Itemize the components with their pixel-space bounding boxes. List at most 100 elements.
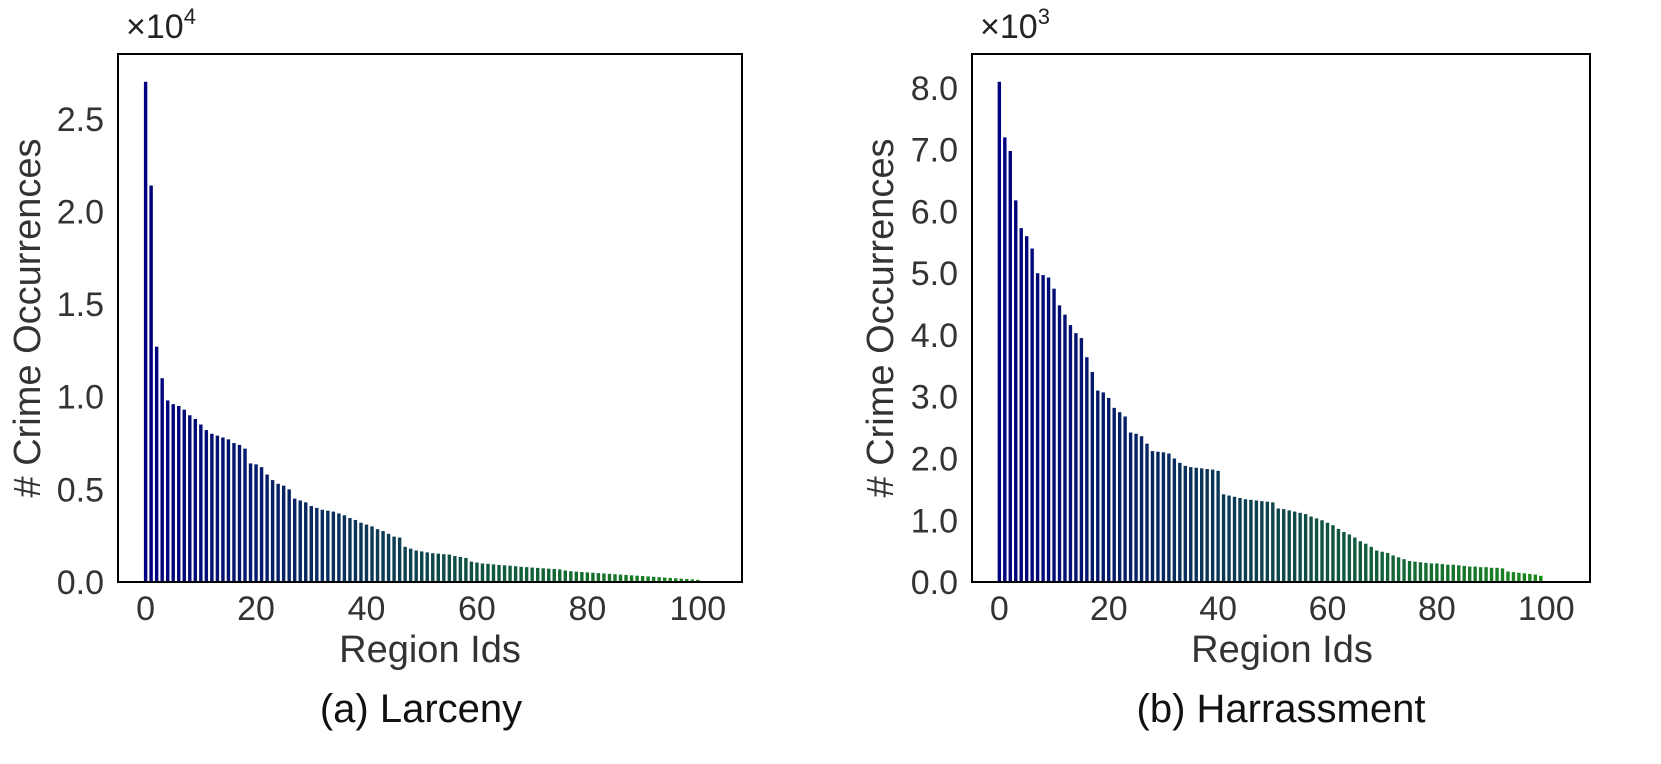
harrassment-bar <box>1194 467 1198 582</box>
harrassment-bar <box>1085 357 1089 582</box>
harrassment-bar <box>1090 372 1095 582</box>
larceny-bar <box>635 575 639 582</box>
harrassment-bar <box>1402 559 1406 582</box>
larceny-bar <box>210 433 214 582</box>
harrassment-x-tick-label: 80 <box>1418 590 1456 628</box>
harrassment-x-tick-label: 0 <box>990 590 1009 628</box>
harrassment-y-tick-label: 4.0 <box>911 317 958 355</box>
larceny-bar <box>364 524 369 582</box>
harrassment-x-tick-label: 100 <box>1518 590 1575 628</box>
larceny-bar <box>513 566 518 582</box>
larceny-bar <box>304 502 308 582</box>
harrassment-bar <box>1418 562 1423 582</box>
harrassment-bar <box>1495 567 1499 582</box>
larceny-bar <box>386 533 391 582</box>
harrassment-bar <box>1068 325 1073 582</box>
larceny-bar <box>243 448 247 582</box>
harrassment-bar <box>1478 567 1483 582</box>
harrassment-bar <box>1003 137 1007 582</box>
larceny-bar <box>370 526 374 582</box>
harrassment-bar <box>1314 518 1319 582</box>
harrassment-bar <box>1079 338 1084 582</box>
larceny-bar <box>613 574 617 582</box>
harrassment-bar <box>1353 537 1357 582</box>
harrassment-bar <box>1167 453 1171 582</box>
larceny-bar <box>287 489 291 582</box>
harrassment-multiplier: ×103 <box>980 4 1050 46</box>
larceny-y-axis-label: # Crime Occurrences <box>7 139 49 498</box>
larceny-bar <box>359 522 363 582</box>
larceny-bar <box>547 568 551 582</box>
harrassment-bar <box>1287 510 1291 582</box>
larceny-bar <box>320 509 325 582</box>
larceny-bar <box>160 378 164 582</box>
larceny-bar <box>624 574 628 582</box>
larceny-bar <box>232 443 236 582</box>
larceny-bar <box>270 480 275 582</box>
larceny-bar <box>668 577 672 582</box>
harrassment-bar <box>1429 563 1434 582</box>
harrassment-bar <box>1134 433 1138 582</box>
harrassment-bar <box>1336 528 1341 582</box>
harrassment-bar <box>1014 200 1018 582</box>
harrassment-y-tick-label: 6.0 <box>911 193 958 231</box>
harrassment-bar <box>1375 550 1379 582</box>
harrassment-bar <box>1096 390 1100 582</box>
harrassment-bar <box>1183 465 1187 582</box>
harrassment-bar <box>1489 567 1494 582</box>
harrassment-bar <box>1046 277 1051 582</box>
larceny-bar <box>646 576 650 582</box>
harrassment-bar <box>1117 412 1122 582</box>
harrassment-bar <box>1484 567 1488 582</box>
larceny-bar <box>541 568 545 582</box>
harrassment-bar <box>1128 432 1133 582</box>
larceny-bar <box>436 553 440 582</box>
harrassment-bar <box>1364 543 1368 582</box>
harrassment-bar <box>1035 273 1040 582</box>
larceny-bar <box>679 578 683 582</box>
harrassment-y-tick-label: 3.0 <box>911 379 958 417</box>
harrassment-bar <box>1298 512 1302 582</box>
harrassment-bar <box>1107 397 1111 582</box>
harrassment-bar <box>1074 333 1078 582</box>
harrassment-bar <box>1227 495 1231 582</box>
larceny-bar <box>326 510 330 582</box>
larceny-bar <box>580 572 584 582</box>
harrassment-bar <box>1292 511 1297 582</box>
harrassment-bar <box>1008 150 1012 582</box>
harrassment-y-tick-label: 2.0 <box>911 440 958 478</box>
harrassment-bar <box>1041 275 1045 582</box>
harrassment-y-axis-label: # Crime Occurrences <box>860 139 902 498</box>
harrassment-bar <box>1216 470 1220 582</box>
harrassment-bar <box>1407 561 1412 582</box>
larceny-bar <box>657 577 661 582</box>
larceny-bar <box>293 498 297 582</box>
harrassment-y-tick-label: 8.0 <box>911 70 958 108</box>
harrassment-y-tick-label: 7.0 <box>911 132 958 170</box>
larceny-bar <box>618 574 623 582</box>
larceny-bar <box>431 553 435 582</box>
larceny-bar <box>309 506 313 582</box>
larceny-caption: (a) Larceny <box>320 687 522 731</box>
larceny-bar <box>331 511 336 582</box>
harrassment-bar <box>1473 566 1477 582</box>
harrassment-bar <box>1112 407 1116 582</box>
larceny-bar <box>171 404 175 582</box>
harrassment-bar <box>1435 563 1439 582</box>
larceny-bar <box>458 556 463 582</box>
larceny-x-tick-label: 20 <box>237 590 275 628</box>
harrassment-bar <box>1528 573 1532 582</box>
harrassment-bar <box>1467 566 1472 582</box>
harrassment-bar <box>1189 467 1193 582</box>
harrassment-bar <box>1271 502 1275 582</box>
larceny-bar <box>569 571 573 582</box>
larceny-bar <box>464 557 468 582</box>
larceny-bar <box>558 569 562 582</box>
larceny-x-tick-label: 40 <box>348 590 386 628</box>
harrassment-y-tick-label: 0.0 <box>911 564 958 602</box>
harrassment-bar <box>1221 494 1226 582</box>
harrassment-bar <box>1260 501 1264 582</box>
harrassment-bar <box>1391 555 1395 582</box>
larceny-bar <box>403 546 407 582</box>
